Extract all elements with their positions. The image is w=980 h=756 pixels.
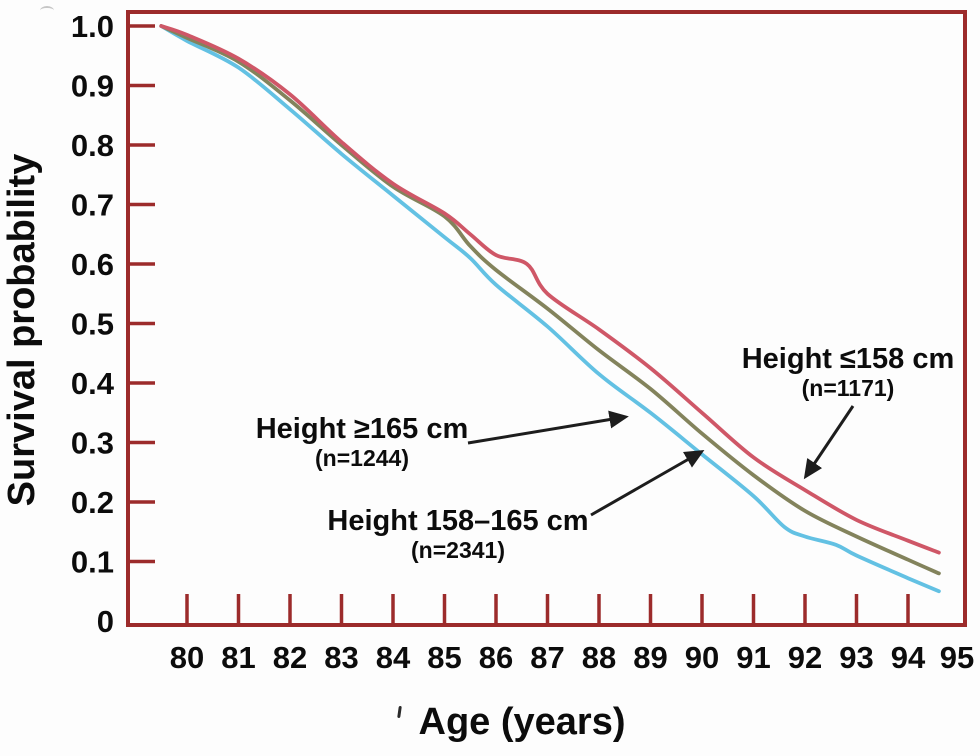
x-tick-label: 89 bbox=[633, 640, 667, 675]
y-tick-label: 0.6 bbox=[71, 247, 114, 282]
y-tick-label: 0.2 bbox=[71, 485, 114, 520]
x-tick-label: 91 bbox=[736, 640, 770, 675]
x-axis-title: Age (years) bbox=[419, 701, 626, 743]
x-tick-label: 87 bbox=[530, 640, 564, 675]
annotation-height-le158: Height ≤158 cm (n=1171) bbox=[742, 344, 955, 401]
x-tick-label: 80 bbox=[170, 640, 204, 675]
annotation-arrows bbox=[467, 405, 855, 517]
x-tick-label: 92 bbox=[788, 640, 822, 675]
x-tick-label: 83 bbox=[324, 640, 358, 675]
curve-height-158–165-cm bbox=[159, 24, 941, 576]
curve-height-≥165-cm bbox=[159, 24, 941, 594]
y-tick-label: 0.1 bbox=[71, 545, 114, 580]
x-tick-label: 90 bbox=[685, 640, 719, 675]
x-tick-label: 81 bbox=[221, 640, 255, 675]
y-tick-label: 1.0 bbox=[71, 9, 114, 44]
arrow-height-ge165 bbox=[467, 410, 629, 445]
annotation-label: Height ≤158 cm bbox=[741, 343, 955, 375]
x-tick-label: 94 bbox=[891, 640, 926, 675]
x-tick-label: 84 bbox=[376, 640, 411, 675]
x-tick-label: 88 bbox=[582, 640, 616, 675]
y-tick-label: 0 bbox=[97, 604, 114, 639]
y-axis-title: Survival probability bbox=[1, 154, 43, 507]
annotation-label: Height 158–165 cm bbox=[327, 505, 589, 537]
annotation-n: (n=2341) bbox=[411, 537, 505, 564]
curve-height-≤158-cm bbox=[159, 24, 941, 555]
annotation-height-158-165: Height 158–165 cm (n=2341) bbox=[327, 506, 588, 563]
y-tick-label: 0.7 bbox=[71, 188, 114, 223]
survival-curves bbox=[159, 24, 941, 594]
y-tick-label: 0.8 bbox=[71, 128, 114, 163]
arrow-height-158-165 bbox=[590, 450, 705, 517]
y-tick-label: 0.3 bbox=[71, 426, 114, 461]
annotation-n: (n=1244) bbox=[315, 445, 409, 472]
x-tick-label: 85 bbox=[427, 640, 461, 675]
x-tick-label: 86 bbox=[479, 640, 513, 675]
axis-ticks: 1.0 0.9 0.8 0.7 0.6 0.5 0.4 0.3 0.2 0.1 0 80 81 82 83 8… bbox=[71, 9, 974, 675]
annotation-label: Height ≥165 cm bbox=[255, 413, 469, 445]
y-tick-label: 0.4 bbox=[71, 366, 115, 401]
x-tick-label: 93 bbox=[839, 640, 873, 675]
annotation-n: (n=1171) bbox=[801, 375, 895, 402]
y-tick-label: 0.9 bbox=[71, 69, 114, 104]
annotation-height-ge165: Height ≥165 cm (n=1244) bbox=[256, 414, 469, 471]
arrow-height-le158 bbox=[803, 405, 855, 480]
x-tick-label: 95 bbox=[940, 640, 974, 675]
y-tick-label: 0.5 bbox=[71, 307, 114, 342]
x-tick-label: 82 bbox=[273, 640, 307, 675]
scan-artifact bbox=[40, 6, 54, 15]
